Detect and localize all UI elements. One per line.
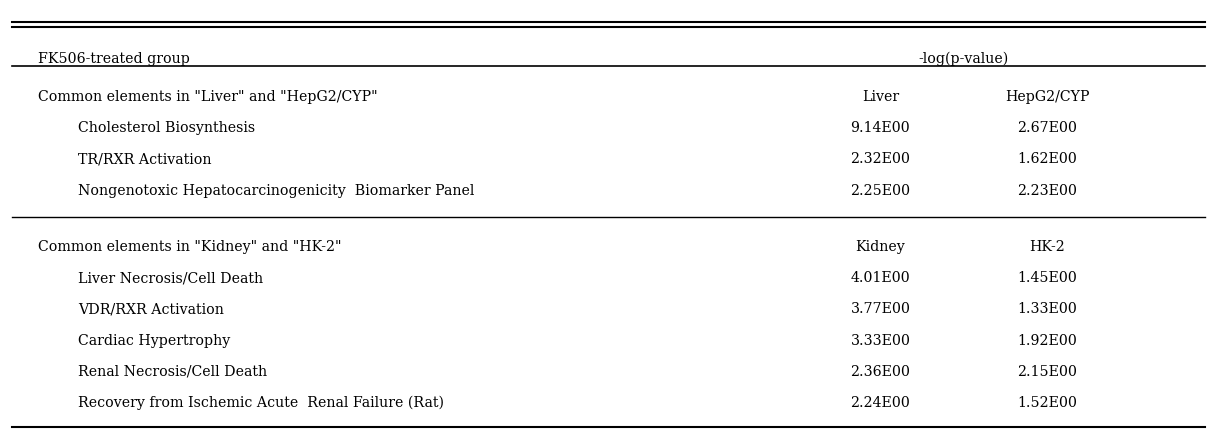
Text: Kidney: Kidney [856, 240, 905, 254]
Text: 2.15E00: 2.15E00 [1017, 365, 1077, 379]
Text: FK506-treated group: FK506-treated group [39, 52, 190, 66]
Text: 2.32E00: 2.32E00 [851, 153, 910, 166]
Text: 3.33E00: 3.33E00 [851, 334, 910, 348]
Text: 2.36E00: 2.36E00 [851, 365, 910, 379]
Text: 1.62E00: 1.62E00 [1017, 153, 1077, 166]
Text: 2.25E00: 2.25E00 [851, 183, 910, 198]
Text: Cholesterol Biosynthesis: Cholesterol Biosynthesis [78, 121, 254, 136]
Text: 1.52E00: 1.52E00 [1017, 396, 1077, 410]
Text: Cardiac Hypertrophy: Cardiac Hypertrophy [78, 334, 230, 348]
Text: 1.33E00: 1.33E00 [1017, 302, 1077, 316]
Text: Liver: Liver [862, 90, 899, 104]
Text: 2.23E00: 2.23E00 [1017, 183, 1077, 198]
Text: HepG2/CYP: HepG2/CYP [1005, 90, 1089, 104]
Text: Recovery from Ischemic Acute  Renal Failure (Rat): Recovery from Ischemic Acute Renal Failu… [78, 396, 444, 410]
Text: 4.01E00: 4.01E00 [851, 271, 910, 285]
Text: 1.92E00: 1.92E00 [1017, 334, 1077, 348]
Text: 2.67E00: 2.67E00 [1017, 121, 1077, 136]
Text: Common elements in "Liver" and "HepG2/CYP": Common elements in "Liver" and "HepG2/CY… [39, 90, 378, 104]
Text: Nongenotoxic Hepatocarcinogenicity  Biomarker Panel: Nongenotoxic Hepatocarcinogenicity Bioma… [78, 183, 475, 198]
Text: 2.24E00: 2.24E00 [851, 396, 910, 410]
Text: 1.45E00: 1.45E00 [1017, 271, 1077, 285]
Text: Common elements in "Kidney" and "HK-2": Common elements in "Kidney" and "HK-2" [39, 240, 342, 254]
Text: HK-2: HK-2 [1030, 240, 1065, 254]
Text: VDR/RXR Activation: VDR/RXR Activation [78, 302, 224, 316]
Text: Renal Necrosis/Cell Death: Renal Necrosis/Cell Death [78, 365, 267, 379]
Text: Liver Necrosis/Cell Death: Liver Necrosis/Cell Death [78, 271, 263, 285]
Text: 3.77E00: 3.77E00 [851, 302, 910, 316]
Text: TR/RXR Activation: TR/RXR Activation [78, 153, 212, 166]
Text: -log(p-value): -log(p-value) [919, 52, 1009, 66]
Text: 9.14E00: 9.14E00 [851, 121, 910, 136]
